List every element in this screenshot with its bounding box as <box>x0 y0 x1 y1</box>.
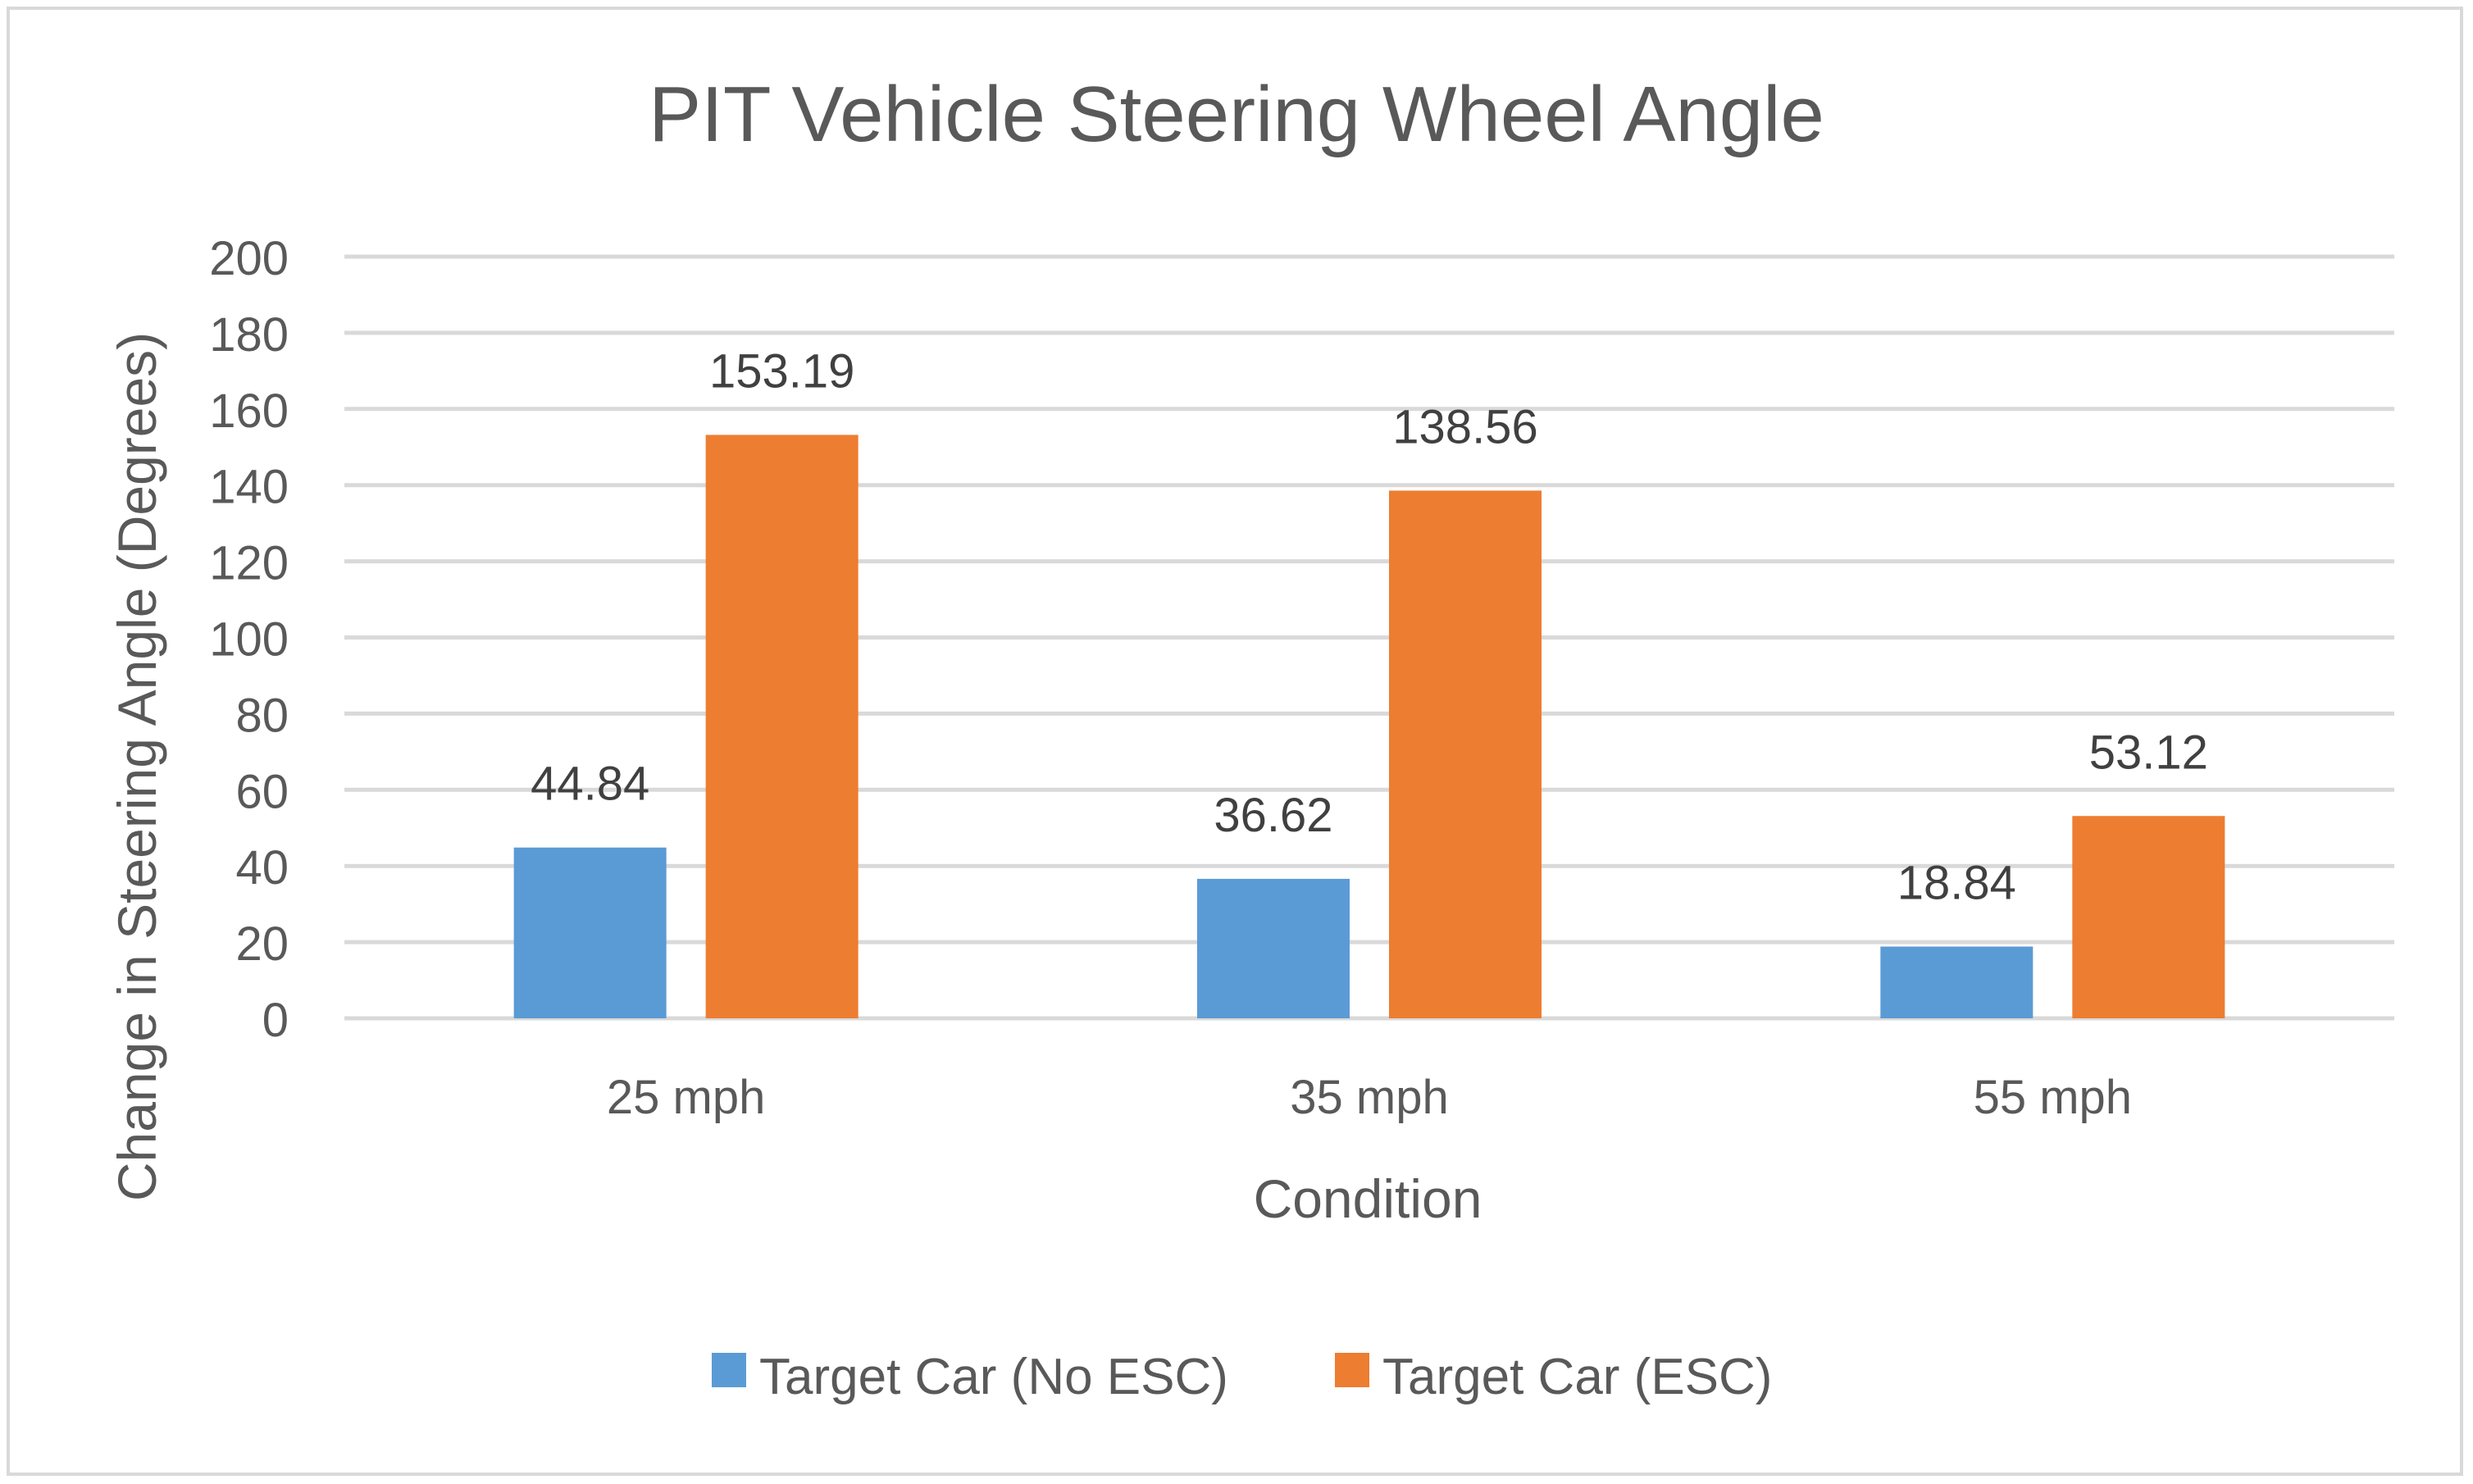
data-label: 36.62 <box>1214 789 1332 842</box>
y-tick-label: 160 <box>209 385 289 438</box>
y-tick-label: 120 <box>209 537 289 590</box>
x-tick-label: 25 mph <box>607 1071 765 1124</box>
y-tick-label: 180 <box>209 308 289 362</box>
data-label: 18.84 <box>1897 856 2016 909</box>
x-axis-title: Condition <box>1254 1168 1482 1229</box>
y-tick-label: 60 <box>235 765 289 818</box>
chart-frame <box>7 7 2463 1476</box>
bar <box>2072 816 2225 1018</box>
data-label: 153.19 <box>709 344 854 398</box>
y-tick-label: 200 <box>209 232 289 285</box>
chart-title: PIT Vehicle Steering Wheel Angle <box>649 71 1824 158</box>
y-tick-label: 20 <box>235 917 289 971</box>
bar <box>513 847 667 1018</box>
y-tick-label: 0 <box>262 994 289 1047</box>
data-label: 44.84 <box>531 758 649 811</box>
x-tick-label: 55 mph <box>1974 1071 2132 1124</box>
x-tick-label: 35 mph <box>1290 1071 1448 1124</box>
bar <box>1880 946 2034 1018</box>
data-label: 53.12 <box>2089 726 2208 779</box>
bar <box>1197 878 1350 1018</box>
legend-swatch <box>1335 1353 1369 1387</box>
y-tick-label: 80 <box>235 689 289 742</box>
x-axis-ticks: 25 mph 35 mph 55 mph <box>607 1071 2132 1124</box>
bars <box>513 435 2225 1018</box>
y-tick-label: 140 <box>209 461 289 514</box>
bar <box>1389 490 1542 1018</box>
y-axis-ticks: 0 20 40 60 80 100 120 140 160 180 200 <box>209 232 289 1047</box>
y-tick-label: 100 <box>209 613 289 667</box>
legend-label: Target Car (ESC) <box>1382 1349 1772 1405</box>
legend-swatch <box>712 1353 746 1387</box>
data-labels: 44.84 153.19 36.62 138.56 18.84 53.12 <box>531 344 2208 909</box>
data-label: 138.56 <box>1392 400 1537 453</box>
legend-label: Target Car (No ESC) <box>759 1349 1228 1405</box>
gridlines <box>344 254 2394 1021</box>
y-axis-title: Change in Steering Angle (Degrees) <box>107 332 167 1201</box>
legend: Target Car (No ESC) Target Car (ESC) <box>712 1349 1772 1405</box>
bar <box>705 435 858 1018</box>
y-tick-label: 40 <box>235 841 289 894</box>
